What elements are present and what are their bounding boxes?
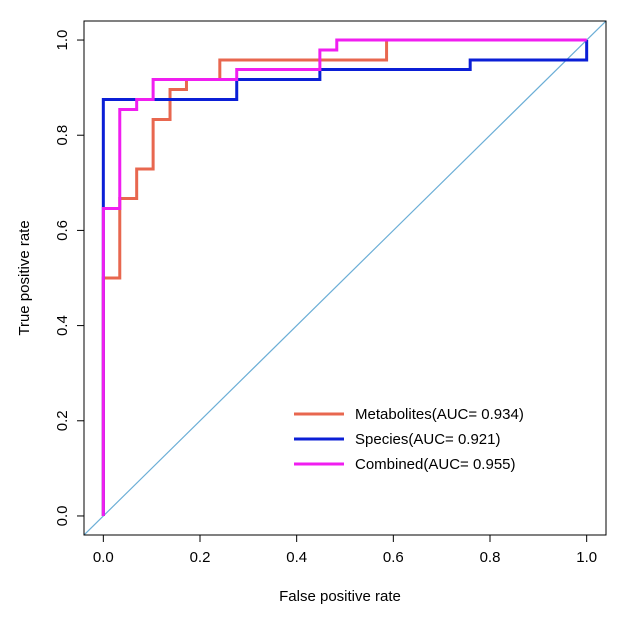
y-tick-label: 0.4 xyxy=(54,315,71,336)
x-axis-title: False positive rate xyxy=(279,588,401,605)
x-tick-label: 0.8 xyxy=(480,549,501,566)
x-tick-label: 0.6 xyxy=(383,549,404,566)
x-tick-label: 0.4 xyxy=(286,549,307,566)
y-tick-label: 0.0 xyxy=(54,506,71,527)
y-tick-label: 0.2 xyxy=(54,410,71,431)
x-tick-label: 1.0 xyxy=(576,549,597,566)
y-tick-label: 0.8 xyxy=(54,125,71,146)
x-tick-label: 0.0 xyxy=(93,549,114,566)
legend-label-3: Combined(AUC= 0.955) xyxy=(355,456,516,473)
legend-label-2: Species(AUC= 0.921) xyxy=(355,431,501,448)
y-tick-label: 0.6 xyxy=(54,220,71,241)
plot-area xyxy=(84,21,606,535)
roc-chart: 0.0 0.2 0.4 0.6 0.8 1.0 0.0 0.2 0.4 0.6 0.8 1.0 Fal… xyxy=(0,0,624,624)
legend: Metabolites(AUC= 0.934) Species(AUC= 0.92… xyxy=(294,406,524,473)
y-tick-label: 1.0 xyxy=(54,30,71,51)
legend-label-1: Metabolites(AUC= 0.934) xyxy=(355,406,524,423)
x-tick-label: 0.2 xyxy=(190,549,211,566)
y-axis-title: True positive rate xyxy=(16,220,33,335)
